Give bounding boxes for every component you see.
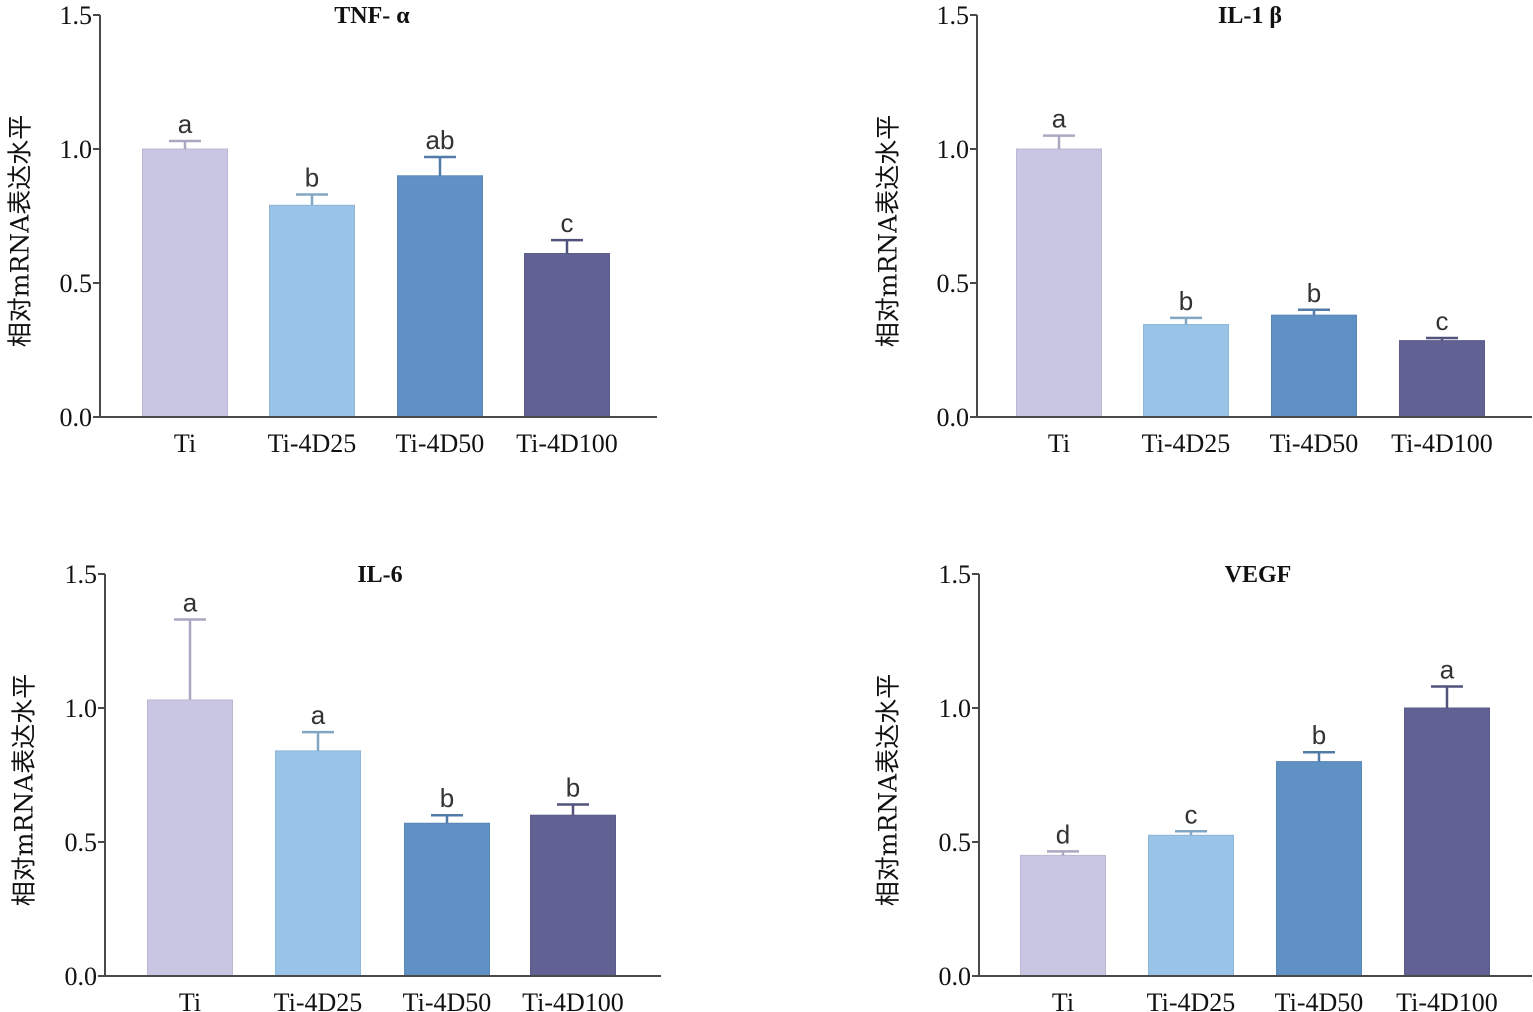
y-tick-label: 1.0	[60, 135, 93, 164]
bar-ti-4d50	[397, 175, 483, 418]
significance-label: c	[561, 208, 574, 238]
significance-label: b	[1312, 720, 1326, 750]
bar-ti-4d25	[269, 204, 355, 418]
chart-title: IL-1 β	[1218, 3, 1282, 29]
bar-ti-4d100	[1399, 340, 1485, 418]
category-label: Ti-4D100	[1396, 988, 1498, 1012]
y-tick-label: 1.5	[937, 1, 970, 30]
y-tick-label: 0.0	[939, 962, 972, 991]
y-axis-label: 相对mRNA表达水平	[874, 115, 903, 347]
significance-label: c	[1185, 799, 1198, 829]
category-label: Ti-4D50	[403, 988, 492, 1012]
significance-label: a	[183, 588, 198, 618]
y-tick-label: 0.5	[937, 269, 970, 298]
bar-ti	[147, 699, 233, 977]
y-tick-label: 0.5	[60, 269, 93, 298]
category-label: Ti-4D50	[1275, 988, 1364, 1012]
y-tick-label: 0.0	[60, 403, 93, 432]
y-tick-label: 0.5	[939, 828, 972, 857]
significance-label: ab	[426, 125, 455, 155]
category-label: Ti-4D25	[274, 988, 363, 1012]
chart-title: VEGF	[1225, 562, 1292, 588]
bar-ti	[1020, 854, 1106, 977]
category-label: Ti	[1052, 988, 1074, 1012]
bar-ti-4d100	[1404, 707, 1490, 977]
bar-ti-4d25	[1143, 324, 1229, 418]
y-axis-label: 相对mRNA表达水平	[6, 115, 35, 347]
y-axis-label: 相对mRNA表达水平	[874, 674, 903, 906]
y-tick-label: 0.5	[65, 828, 98, 857]
category-label: Ti-4D25	[268, 429, 357, 458]
y-tick-label: 1.5	[939, 560, 972, 589]
chart-title: IL-6	[357, 562, 402, 588]
chart-panel-2: a Ti b Ti-4D25 b Ti-4D50 c Ti-4D100 0.0 0.5 1.0 1.5…	[874, 1, 1532, 458]
y-tick-label: 1.5	[60, 1, 93, 30]
significance-label: b	[566, 772, 580, 802]
significance-label: d	[1056, 819, 1070, 849]
bar-ti-4d25	[1148, 834, 1234, 977]
category-label: Ti-4D25	[1147, 988, 1236, 1012]
y-tick-label: 1.0	[939, 694, 972, 723]
category-label: Ti	[1048, 429, 1070, 458]
category-label: Ti-4D50	[1270, 429, 1359, 458]
chart-panel-3: a Ti a Ti-4D25 b Ti-4D50 b Ti-4D100 0.0 0.5 1.0 1.5…	[10, 560, 661, 1012]
chart-panel-4: d Ti c Ti-4D25 b Ti-4D50 a Ti-4D100 0.0 0.5 1.0 1.5…	[874, 560, 1532, 1012]
category-label: Ti	[179, 988, 201, 1012]
bar-ti	[142, 148, 228, 418]
significance-label: a	[1052, 104, 1067, 134]
y-tick-label: 1.0	[937, 135, 970, 164]
y-tick-label: 1.0	[65, 694, 98, 723]
category-label: Ti-4D100	[516, 429, 618, 458]
category-label: Ti	[174, 429, 196, 458]
significance-label: a	[1440, 655, 1455, 685]
significance-label: a	[311, 700, 326, 730]
category-label: Ti-4D50	[396, 429, 485, 458]
category-label: Ti-4D100	[522, 988, 624, 1012]
y-tick-label: 0.0	[65, 962, 98, 991]
chart-title: TNF- α	[334, 3, 410, 29]
y-tick-label: 1.5	[65, 560, 98, 589]
bar-ti-4d50	[1276, 761, 1362, 977]
category-label: Ti-4D25	[1142, 429, 1231, 458]
significance-label: b	[1179, 286, 1193, 316]
y-tick-label: 0.0	[937, 403, 970, 432]
bar-ti-4d100	[530, 814, 616, 977]
bar-ti-4d50	[1271, 314, 1357, 418]
significance-label: a	[178, 109, 193, 139]
significance-label: b	[305, 163, 319, 193]
significance-label: c	[1436, 306, 1449, 336]
bar-ti-4d25	[275, 750, 361, 977]
bar-ti-4d50	[404, 822, 490, 977]
chart-panel-1: a Ti b Ti-4D25 ab Ti-4D50 c Ti-4D100 0.0 0.5 1.0 1.…	[6, 1, 657, 458]
y-axis-label: 相对mRNA表达水平	[10, 674, 39, 906]
significance-label: b	[1307, 278, 1321, 308]
bar-ti	[1016, 148, 1102, 418]
bar-ti-4d100	[524, 253, 610, 418]
category-label: Ti-4D100	[1391, 429, 1493, 458]
significance-label: b	[440, 783, 454, 813]
